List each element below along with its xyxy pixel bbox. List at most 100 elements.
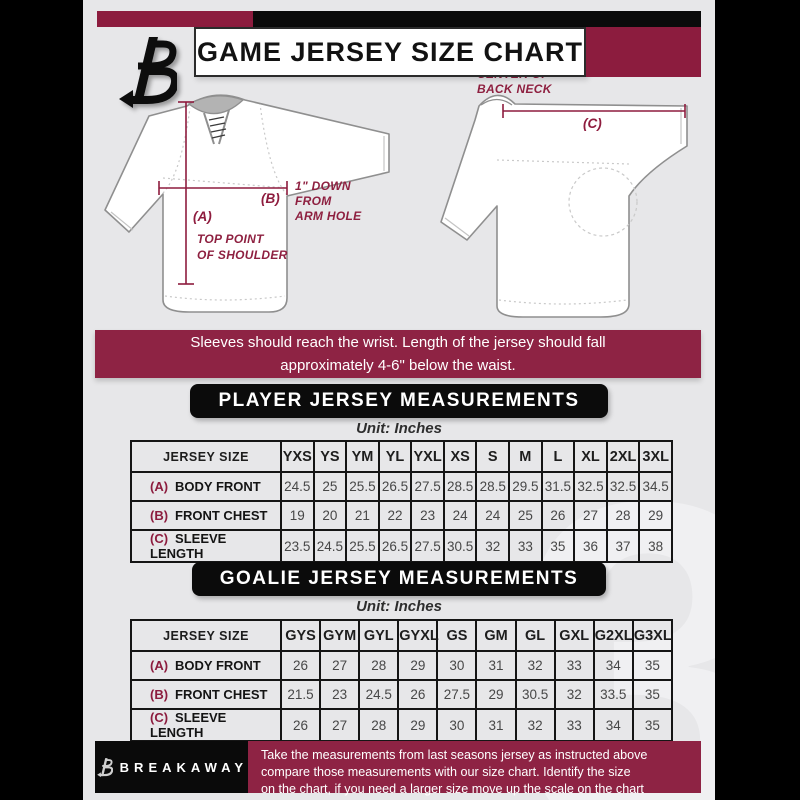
measurement-row-label: (B) FRONT CHEST bbox=[130, 679, 282, 710]
b-caption-1: 1" DOWN bbox=[295, 179, 351, 193]
measurement-value: 26 bbox=[397, 679, 439, 710]
header-top-bar-accent bbox=[97, 11, 253, 27]
measurement-value: 29 bbox=[638, 500, 673, 531]
page-title: GAME JERSEY SIZE CHART bbox=[196, 36, 584, 67]
size-column-header: GYXL bbox=[397, 619, 439, 652]
measurement-value: 35 bbox=[540, 529, 576, 563]
size-column-header: GS bbox=[436, 619, 478, 652]
measurement-value: 28 bbox=[605, 500, 641, 531]
size-table: JERSEY SIZE YXS YS YM YL YXL XS S M L XL 2XL 3XL (A) B… bbox=[130, 440, 673, 563]
measurement-value: 33.5 bbox=[592, 679, 634, 710]
measurement-value: 35 bbox=[631, 650, 674, 681]
size-column-header: S bbox=[475, 440, 511, 473]
player-unit-label: Unit: Inches bbox=[356, 420, 442, 437]
measurement-row-label: (B) FRONT CHEST bbox=[130, 500, 282, 531]
chart-content-area: 3 GAME JERSEY SIZE CHART bbox=[83, 0, 715, 800]
goalie-unit-label: Unit: Inches bbox=[356, 598, 442, 615]
measurement-value: 26 bbox=[540, 500, 576, 531]
c-caption-2: BACK NECK bbox=[477, 82, 553, 96]
footer-instruction-line: compare those measurements with our size… bbox=[261, 765, 631, 780]
measurement-line-a bbox=[178, 101, 194, 285]
measurement-name: SLEEVE LENGTH bbox=[150, 710, 227, 740]
measurement-value: 28 bbox=[358, 708, 400, 742]
size-column-header: YM bbox=[345, 440, 380, 473]
player-measurements-table: JERSEY SIZE YXS YS YM YL YXL XS S M L XL 2XL 3XL (A) B… bbox=[130, 440, 673, 563]
footer-logo-box: BREAKAWAY bbox=[95, 741, 248, 793]
title-banner: GAME JERSEY SIZE CHART bbox=[194, 27, 586, 77]
fit-notice-banner: Sleeves should reach the wrist. Length o… bbox=[95, 330, 701, 378]
size-column-header: GM bbox=[475, 619, 517, 652]
label-b: (B) bbox=[261, 191, 280, 206]
size-column-header: 3XL bbox=[638, 440, 673, 473]
measurement-value: 35 bbox=[631, 679, 674, 710]
measurement-value: 32 bbox=[475, 529, 511, 563]
measurement-value: 26.5 bbox=[377, 471, 413, 502]
a-caption-2: OF SHOULDER bbox=[197, 248, 288, 262]
goalie-measurements-table: JERSEY SIZE GYS GYM GYL GYXL GS GM GL GXL G2XL G3X… bbox=[130, 619, 674, 742]
measurement-key: (A) bbox=[150, 658, 169, 673]
size-column-header: XL bbox=[573, 440, 608, 473]
a-caption-1: TOP POINT bbox=[197, 232, 265, 246]
label-a: (A) bbox=[193, 209, 212, 224]
size-column-header: L bbox=[540, 440, 576, 473]
measurement-key: (B) bbox=[150, 687, 169, 702]
measurement-value: 24.5 bbox=[280, 471, 315, 502]
measurement-value: 25.5 bbox=[345, 471, 380, 502]
footer-instruction-line: Take the measurements from last seasons … bbox=[261, 748, 648, 762]
size-column-header: YXS bbox=[280, 440, 315, 473]
measurement-name: FRONT CHEST bbox=[175, 508, 268, 523]
measurement-value: 30 bbox=[436, 650, 478, 681]
measurement-value: 38 bbox=[638, 529, 673, 563]
footer-instruction-line: on the chart, if you need a larger size … bbox=[261, 782, 644, 797]
measurement-value: 32 bbox=[514, 650, 556, 681]
size-column-header: G3XL bbox=[631, 619, 674, 652]
header-top-bar bbox=[97, 11, 701, 27]
measurement-value: 32.5 bbox=[605, 471, 641, 502]
measurement-value: 26.5 bbox=[377, 529, 413, 563]
player-section-title: PLAYER JERSEY MEASUREMENTS bbox=[190, 384, 608, 418]
jersey-size-header: JERSEY SIZE bbox=[130, 619, 282, 652]
measurement-value: 25 bbox=[312, 471, 348, 502]
measurement-line-c bbox=[502, 104, 686, 118]
table-row: (C) SLEEVE LENGTH 26 27 28 29 30 31 32 33 34 35 bbox=[130, 708, 674, 742]
measurement-value: 28.5 bbox=[442, 471, 478, 502]
measurement-value: 33 bbox=[553, 650, 595, 681]
size-column-header: GYS bbox=[279, 619, 322, 652]
fit-notice-line2: approximately 4-6" below the waist. bbox=[280, 357, 516, 374]
footer-breakaway-b-icon bbox=[97, 758, 113, 778]
measurement-value: 34.5 bbox=[638, 471, 673, 502]
table-row: (B) FRONT CHEST 21.5 23 24.5 26 27.5 29 30.5 32 33… bbox=[130, 679, 674, 710]
size-column-header: GYM bbox=[319, 619, 361, 652]
front-jersey-drawing: (B) 1" DOWN FROM ARM HOLE (A) TOP POINT … bbox=[104, 94, 390, 313]
size-table: JERSEY SIZE GYS GYM GYL GYXL GS GM GL GXL G2XL G3X… bbox=[130, 619, 674, 742]
measurement-value: 29.5 bbox=[508, 471, 543, 502]
measurement-value: 37 bbox=[605, 529, 641, 563]
measurement-value: 19 bbox=[280, 500, 315, 531]
fit-notice-line1: Sleeves should reach the wrist. Length o… bbox=[190, 333, 606, 351]
measurement-row-label: (A) BODY FRONT bbox=[130, 471, 282, 502]
measurement-value: 30.5 bbox=[442, 529, 478, 563]
measurement-line-b bbox=[158, 181, 288, 195]
measurement-value: 24.5 bbox=[312, 529, 348, 563]
table-row: (B) FRONT CHEST 19 20 21 22 23 24 24 25 26 27 28 29 bbox=[130, 500, 673, 531]
measurement-key: (C) bbox=[150, 710, 169, 725]
measurement-value: 31.5 bbox=[540, 471, 576, 502]
size-column-header: M bbox=[508, 440, 543, 473]
size-column-header: GL bbox=[514, 619, 556, 652]
measurement-key: (A) bbox=[150, 479, 169, 494]
footer-instructions: Take the measurements from last seasons … bbox=[248, 741, 701, 796]
size-column-header: GYL bbox=[358, 619, 400, 652]
measurement-value: 30 bbox=[436, 708, 478, 742]
measurement-value: 20 bbox=[312, 500, 348, 531]
measurement-value: 26 bbox=[279, 650, 322, 681]
table-row: (A) BODY FRONT 26 27 28 29 30 31 32 33 34 35 bbox=[130, 650, 674, 681]
measurement-value: 28 bbox=[358, 650, 400, 681]
measurement-key: (B) bbox=[150, 508, 169, 523]
measurement-value: 23 bbox=[319, 679, 361, 710]
measurement-value: 27.5 bbox=[410, 529, 445, 563]
measurement-value: 25 bbox=[508, 500, 543, 531]
measurement-value: 27.5 bbox=[410, 471, 445, 502]
measurement-value: 27 bbox=[319, 650, 361, 681]
measurement-value: 29 bbox=[475, 679, 517, 710]
